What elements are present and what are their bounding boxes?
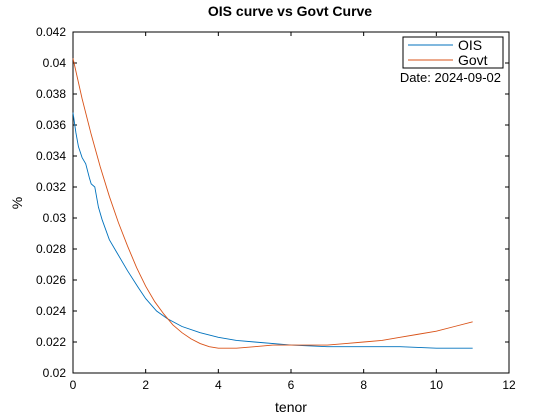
y-tick-label: 0.04 bbox=[43, 56, 67, 70]
series-line-ois bbox=[72, 112, 473, 349]
x-axis-label: tenor bbox=[275, 399, 307, 415]
y-tick-label: 0.03 bbox=[43, 211, 67, 225]
legend-box bbox=[402, 36, 504, 69]
plot-area bbox=[72, 31, 510, 374]
y-tick-label: 0.042 bbox=[36, 25, 66, 39]
x-tick-label: 2 bbox=[142, 378, 149, 392]
series-layer bbox=[72, 58, 473, 349]
y-tick-label: 0.036 bbox=[36, 118, 66, 132]
x-tick-label: 4 bbox=[215, 378, 222, 392]
x-tick-label: 8 bbox=[360, 378, 367, 392]
y-tick-label: 0.034 bbox=[36, 149, 66, 163]
legend: OIS Govt bbox=[402, 36, 504, 69]
x-tick-label: 10 bbox=[430, 378, 444, 392]
y-axis-label: % bbox=[9, 197, 25, 209]
y-tick-label: 0.038 bbox=[36, 87, 66, 101]
y-tick-label: 0.024 bbox=[36, 304, 66, 318]
y-tick-label: 0.028 bbox=[36, 242, 66, 256]
x-tick-label: 6 bbox=[288, 378, 295, 392]
chart-title: OIS curve vs Govt Curve bbox=[208, 3, 372, 19]
y-tick-label: 0.02 bbox=[43, 366, 67, 380]
series-line-govt bbox=[72, 58, 473, 349]
legend-label-govt: Govt bbox=[458, 52, 488, 68]
x-tick-label: 0 bbox=[70, 378, 77, 392]
y-tick-label: 0.026 bbox=[36, 273, 66, 287]
legend-label-ois: OIS bbox=[458, 37, 482, 53]
y-tick-label: 0.032 bbox=[36, 180, 66, 194]
y-tick-label: 0.022 bbox=[36, 335, 66, 349]
x-axis: 0 2 4 6 8 10 12 bbox=[70, 32, 516, 392]
date-annotation: Date: 2024-09-02 bbox=[400, 70, 501, 85]
y-axis: 0.02 0.022 0.024 0.026 0.028 0.03 0.032 0.034 0.… bbox=[36, 25, 509, 380]
x-tick-label: 12 bbox=[502, 378, 516, 392]
